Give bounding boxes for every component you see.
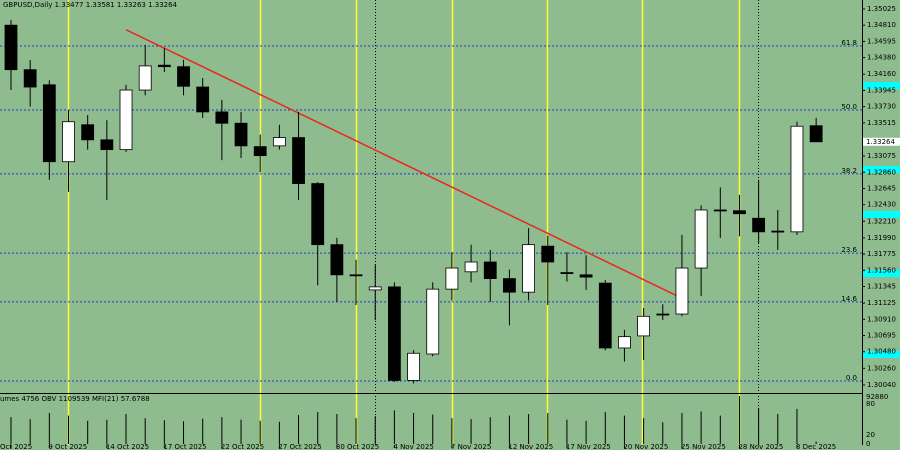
candle-body — [618, 336, 631, 349]
candle-body — [292, 137, 305, 184]
candle-body — [138, 65, 152, 91]
y-tick-label: 1.34380 — [867, 54, 896, 62]
x-tick-label: 12 Nov 2025 — [508, 443, 553, 450]
chart-title: GBPUSD,Daily 1.33477 1.33581 1.33263 1.3… — [3, 1, 178, 9]
candle-body — [733, 210, 746, 215]
x-tick-label: 4 Nov 2025 — [393, 443, 433, 450]
x-tick-label: 27 Oct 2025 — [278, 443, 321, 450]
candle-body — [407, 352, 420, 381]
x-tick-label: 22 Oct 2025 — [221, 443, 264, 450]
y-tick-label: 1.33730 — [867, 103, 896, 111]
indicator-axis-label: 80 — [866, 400, 875, 408]
x-tick-label: Oct 2025 — [0, 443, 32, 450]
candle-body — [771, 230, 785, 233]
candle-body — [368, 286, 382, 291]
candle-body — [215, 111, 229, 124]
candle-body — [656, 313, 670, 316]
y-tick-label: 1.31125 — [867, 299, 896, 307]
candle-body — [62, 121, 75, 163]
y-tick-label: 1.35025 — [867, 5, 896, 13]
y-tick-label: 1.34160 — [867, 70, 896, 78]
x-tick-label: 17 Oct 2025 — [163, 443, 206, 450]
candle-body — [560, 272, 574, 274]
candle-body — [100, 139, 114, 151]
candle-body — [694, 209, 708, 269]
y-tick-label: 1.34810 — [867, 21, 896, 29]
x-tick-label: 14 Oct 2025 — [106, 443, 149, 450]
x-tick-label: 17 Nov 2025 — [566, 443, 611, 450]
y-tick-label: 1.34595 — [867, 37, 896, 45]
candle-body — [253, 146, 267, 157]
y-tick-label: 1.33075 — [867, 152, 896, 160]
fib-label: 38.2 — [841, 167, 857, 175]
candle-body — [81, 124, 95, 141]
candle-body — [713, 209, 727, 212]
alert-labels — [863, 82, 900, 358]
indicator-label: umes 4756 OBV 1109539 MFI(21) 57.6788 — [0, 395, 150, 403]
y-tick-label: 1.30910 — [867, 315, 896, 323]
y-tick-label: 1.31345 — [867, 283, 896, 291]
candle-body — [541, 245, 555, 263]
y-tick-label: 1.30040 — [867, 381, 896, 389]
y-tick-label: 1.32645 — [867, 184, 896, 192]
candle-body — [809, 125, 823, 143]
candle-body — [445, 267, 459, 290]
candle-body — [752, 217, 766, 233]
x-tick-label: 7 Nov 2025 — [451, 443, 491, 450]
fib-label: 14.6 — [841, 295, 857, 303]
candle-body — [464, 261, 478, 273]
candle-body — [579, 274, 593, 278]
x-tick-label: 30 Oct 2025 — [336, 443, 379, 450]
candle-body — [119, 89, 133, 151]
y-tick-label: 1.31990 — [867, 234, 896, 242]
candle-body — [23, 69, 37, 88]
candle-body — [483, 261, 497, 279]
candle-body — [675, 267, 689, 315]
current-price-box — [863, 137, 900, 146]
candle-body — [503, 278, 516, 293]
y-tick-label: 1.30695 — [867, 332, 896, 340]
candle-body — [196, 86, 210, 113]
x-tick-label: 3 Dec 2025 — [796, 443, 836, 450]
session-lines — [67, 0, 741, 445]
indicator-axis-label: 0 — [866, 440, 870, 448]
candle-body — [349, 274, 363, 277]
indicator-axis-label: 20 — [866, 431, 875, 439]
y-tick-label: 1.32860 — [867, 168, 896, 176]
x-tick-label: 28 Nov 2025 — [738, 443, 783, 450]
x-tick-label: 25 Nov 2025 — [681, 443, 726, 450]
candle-body — [637, 315, 651, 337]
x-tick-label: 9 Oct 2025 — [48, 443, 87, 450]
y-tick-label: 1.32210 — [867, 217, 896, 225]
fib-label: 50.0 — [841, 103, 857, 111]
candle-body — [157, 64, 171, 68]
candle-body — [177, 66, 190, 87]
x-tick-label: 20 Nov 2025 — [623, 443, 668, 450]
candle-body — [598, 282, 612, 349]
current-price-label: 1.33264 — [866, 138, 895, 146]
candle-body — [42, 84, 56, 163]
fib-label: 61.8 — [841, 39, 857, 47]
fib-label: 23.6 — [841, 246, 857, 254]
candle-body — [272, 137, 286, 147]
y-tick-label: 1.31560 — [867, 266, 896, 274]
candle-body — [387, 286, 401, 381]
candle-body — [234, 122, 248, 147]
y-tick-label: 1.30260 — [867, 364, 896, 372]
y-tick-label: 1.33515 — [867, 119, 896, 127]
indicator-axis-label: 92880 — [866, 393, 888, 401]
y-tick-label: 1.33945 — [867, 86, 896, 94]
candle-body — [522, 244, 535, 293]
candle-body — [4, 24, 18, 71]
candle-body — [311, 183, 325, 246]
y-tick-label: 1.30480 — [867, 348, 896, 356]
candle-body — [790, 125, 804, 233]
candle-body — [426, 288, 440, 355]
fib-label: 0.0 — [846, 374, 857, 382]
y-tick-label: 1.31775 — [867, 250, 896, 258]
trendline — [125, 29, 683, 299]
candle-body — [330, 244, 344, 276]
y-tick-label: 1.32430 — [867, 201, 896, 209]
